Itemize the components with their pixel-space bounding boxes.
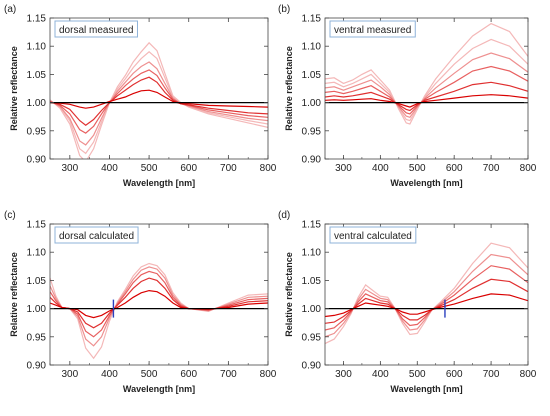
x-axis-label: Wavelength [nm] (390, 384, 462, 394)
x-tick-label: 300 (335, 369, 352, 380)
annotation-box (54, 20, 138, 38)
series-line-3 (50, 270, 268, 338)
x-tick-label: 700 (220, 163, 237, 174)
series-line-5 (325, 242, 528, 345)
y-tick-label: 0.95 (27, 126, 47, 137)
y-tick-label: 1.15 (302, 14, 322, 25)
annotation-box (329, 226, 417, 244)
series-line-4 (325, 52, 528, 119)
x-tick-label: 400 (372, 163, 389, 174)
series-line-1 (50, 89, 268, 109)
y-tick-label: 1.00 (27, 98, 47, 109)
y-tick-label: 1.00 (27, 304, 47, 315)
x-tick-label: 400 (372, 369, 389, 380)
y-tick-label: 1.10 (27, 42, 47, 53)
annotation-box (329, 20, 416, 38)
x-tick-label: 600 (446, 163, 463, 174)
x-tick-label: 800 (520, 369, 537, 380)
y-tick-label: 1.05 (302, 70, 322, 81)
x-tick-label: 400 (101, 163, 118, 174)
y-tick-label: 1.10 (27, 248, 47, 259)
x-axis-label: Wavelength [nm] (123, 384, 195, 394)
y-tick-label: 1.05 (302, 276, 322, 287)
x-tick-label: 500 (141, 163, 158, 174)
panel-label: (a) (4, 4, 16, 15)
series-line-5 (50, 262, 268, 360)
x-axis-label: Wavelength [nm] (390, 178, 462, 188)
x-tick-label: 300 (61, 369, 78, 380)
x-tick-label: 700 (483, 369, 500, 380)
series-line-3 (325, 65, 528, 115)
y-tick-label: 0.95 (302, 126, 322, 137)
y-tick-label: 0.95 (27, 332, 47, 343)
series-line-2 (50, 76, 268, 126)
y-axis-label: Relative reflectance (284, 46, 294, 131)
x-tick-label: 500 (409, 163, 426, 174)
series-line-4 (50, 61, 268, 146)
x-tick-label: 300 (61, 163, 78, 174)
series-line-3 (50, 69, 268, 134)
y-tick-label: 1.15 (27, 220, 47, 231)
x-tick-label: 400 (101, 369, 118, 380)
panel-label: (c) (4, 210, 16, 221)
plot-frame (49, 223, 269, 366)
y-tick-label: 1.10 (302, 248, 322, 259)
x-tick-label: 500 (141, 369, 158, 380)
annotation-box (54, 226, 139, 244)
x-tick-label: 500 (409, 369, 426, 380)
y-tick-label: 1.05 (27, 276, 47, 287)
x-tick-label: 700 (220, 369, 237, 380)
y-tick-label: 0.90 (302, 155, 322, 166)
series-line-3 (325, 265, 528, 331)
x-axis-label: Wavelength [nm] (123, 178, 195, 188)
y-tick-label: 1.10 (302, 42, 322, 53)
y-tick-label: 1.00 (302, 304, 322, 315)
y-tick-label: 0.90 (27, 361, 47, 372)
y-axis-label: Relative reflectance (9, 252, 19, 337)
y-tick-label: 0.90 (27, 155, 47, 166)
series-line-5 (50, 51, 268, 155)
panel-label: (d) (278, 210, 290, 221)
x-tick-label: 800 (260, 369, 277, 380)
y-tick-label: 1.05 (27, 70, 47, 81)
x-tick-label: 800 (520, 163, 537, 174)
panel-annotation: dorsal calculated (59, 231, 134, 242)
chart-panel-4: (d) 300 400 500 600 700 800 0.90 0.95 1.00 1.05 1.1… (278, 210, 537, 394)
y-axis-label: Relative reflectance (9, 46, 19, 131)
x-tick-label: 600 (180, 163, 197, 174)
x-tick-label: 600 (446, 369, 463, 380)
chart-panel-3: (c) 300 400 500 600 700 800 0.90 0.95 1.00 1.05 1.1… (4, 210, 277, 394)
series-line-1 (50, 289, 268, 319)
series-line-5 (325, 38, 528, 122)
panel-annotation: ventral calculated (334, 231, 412, 242)
panel-label: (b) (278, 4, 290, 15)
x-tick-label: 300 (335, 163, 352, 174)
y-tick-label: 1.15 (302, 220, 322, 231)
chart-panel-2: (b) 300 400 500 600 700 800 0.90 0.95 1.00 1.05 1.1… (278, 4, 537, 188)
plot-frame (49, 17, 269, 160)
y-tick-label: 0.95 (302, 332, 322, 343)
x-tick-label: 700 (483, 163, 500, 174)
series-line-1 (325, 94, 528, 108)
plot-frame (324, 17, 529, 160)
chart-panel-1: (a) 300 400 500 600 700 800 0.90 0.95 1.00 1.05 1.1… (4, 4, 277, 188)
y-tick-label: 1.00 (302, 98, 322, 109)
plot-frame (324, 223, 529, 366)
panel-annotation: dorsal measured (59, 25, 133, 36)
series-line-2 (325, 81, 528, 112)
x-tick-label: 800 (260, 163, 277, 174)
series-line-6 (325, 22, 528, 125)
y-axis-label: Relative reflectance (284, 252, 294, 337)
x-tick-label: 600 (180, 369, 197, 380)
panel-annotation: ventral measured (334, 25, 411, 36)
y-tick-label: 0.90 (302, 361, 322, 372)
y-tick-label: 1.15 (27, 14, 47, 25)
